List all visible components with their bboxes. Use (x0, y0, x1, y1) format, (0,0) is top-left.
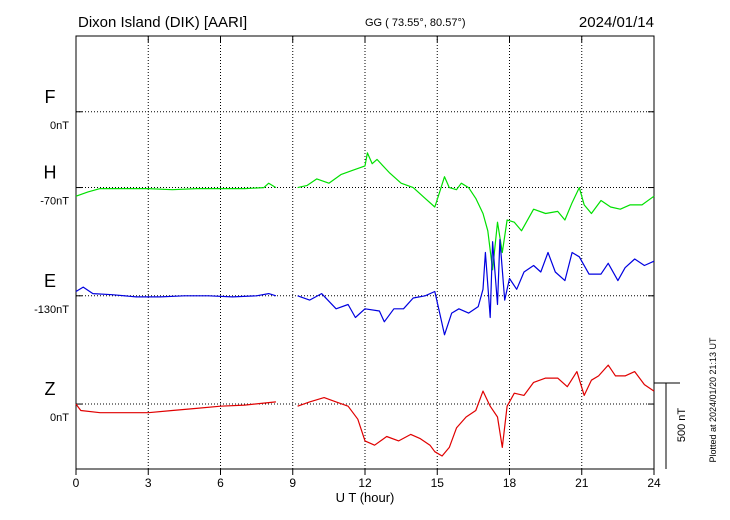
station-coords: GG ( 73.55°, 80.57°) (365, 17, 466, 29)
x-tick-label: 6 (217, 476, 224, 490)
x-tick-label: 21 (575, 476, 589, 490)
scale-bar-label: 500 nT (676, 408, 688, 443)
component-label-z: Z (45, 379, 56, 399)
trace-e (297, 238, 655, 336)
station-title: Dixon Island (DIK) [AARI] (78, 14, 247, 31)
offset-label-z: 0nT (50, 412, 69, 424)
offset-label-e: -130nT (34, 304, 69, 316)
component-labels: F 0nT H -70nT E -130nT Z 0nT (34, 87, 69, 424)
x-tick-label: 24 (647, 476, 661, 490)
component-label-f: F (45, 87, 56, 107)
x-tick-label: 3 (145, 476, 152, 490)
traces (75, 152, 655, 457)
x-tick-label: 9 (289, 476, 296, 490)
offset-label-f: 0nT (50, 120, 69, 132)
plotted-note: Plotted at 2024/01/20 21:13 UT (708, 337, 718, 463)
x-tick-label: 15 (431, 476, 445, 490)
x-tick-label: 0 (73, 476, 80, 490)
x-tick-label: 12 (358, 476, 372, 490)
x-tick-label: 18 (503, 476, 517, 490)
trace-e (75, 286, 277, 298)
grid-lines (76, 36, 654, 469)
offset-label-h: -70nT (40, 196, 69, 208)
plot-date: 2024/01/14 (579, 14, 654, 31)
trace-z (297, 364, 655, 457)
axis-ticks (75, 36, 655, 475)
x-axis-label: U T (hour) (336, 490, 395, 505)
trace-z (75, 401, 276, 414)
component-label-h: H (44, 163, 57, 183)
trace-h (297, 152, 655, 271)
component-label-e: E (44, 271, 56, 291)
trace-h (75, 182, 277, 197)
x-tick-labels: 0 3 6 9 12 15 18 21 24 (73, 476, 661, 490)
